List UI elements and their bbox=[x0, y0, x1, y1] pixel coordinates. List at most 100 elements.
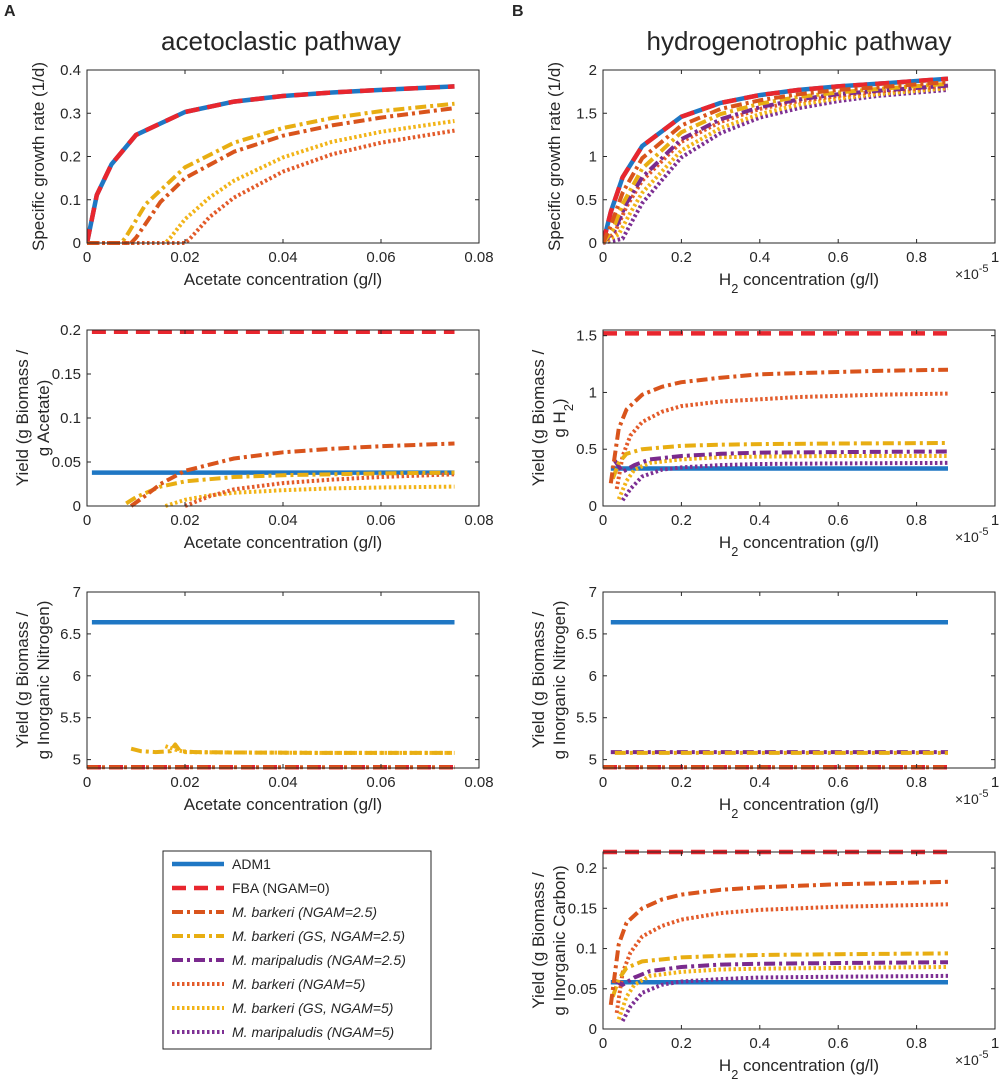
axes-box bbox=[602, 851, 996, 1030]
x-axis-label: H2 concentration (g/l) bbox=[719, 270, 879, 296]
x-exponent-label: ×10-5 bbox=[955, 263, 989, 282]
x-tick-label: 0 bbox=[83, 512, 91, 529]
x-tick-label: 1 bbox=[991, 512, 999, 529]
series-line-gs25 bbox=[603, 81, 949, 245]
series-group bbox=[87, 619, 455, 770]
charts: 0 0.02 0.04 0.06 0.08 0 0.1 0.2 0.3 0.4 Acetate co… bbox=[13, 62, 999, 1082]
x-axis-label: Acetate concentration (g/l) bbox=[184, 795, 382, 814]
y-tick-label: 1 bbox=[589, 384, 597, 401]
x-tick-label: 0.8 bbox=[906, 249, 927, 266]
x-tick-label: 0.08 bbox=[464, 512, 493, 529]
x-tick-label: 0.8 bbox=[906, 1035, 927, 1052]
y-tick-label: 5.5 bbox=[60, 710, 81, 727]
y-axis-label: Yield (g Biomass / bbox=[529, 872, 548, 1009]
y-tick-label: 0 bbox=[589, 1021, 597, 1038]
x-axis-label: Acetate concentration (g/l) bbox=[184, 270, 382, 289]
series-line-mb25 bbox=[608, 879, 949, 1006]
x-tick-label: 1 bbox=[991, 1035, 999, 1052]
y-tick-label: 2 bbox=[589, 62, 597, 79]
y-tick-label: 6 bbox=[589, 668, 597, 685]
series-line-mm25 bbox=[613, 960, 949, 987]
series-line-mb5 bbox=[87, 128, 455, 245]
x-tick-label: 0.8 bbox=[906, 774, 927, 791]
y-tick-label: 7 bbox=[589, 584, 597, 601]
series-line-mm5 bbox=[603, 87, 949, 245]
series-group bbox=[603, 619, 948, 770]
legend-label-adm1: ADM1 bbox=[232, 856, 271, 872]
y-tick-label: 0.15 bbox=[52, 366, 81, 383]
series-group bbox=[603, 331, 949, 502]
series-group bbox=[603, 76, 949, 245]
y-tick-label: 5 bbox=[589, 752, 597, 769]
series-line-adm1 bbox=[603, 76, 949, 244]
x-tick-label: 0.02 bbox=[170, 774, 199, 791]
y-tick-label: 7 bbox=[73, 584, 81, 601]
x-tick-label: 0.08 bbox=[464, 774, 493, 791]
x-exponent-label: ×10-5 bbox=[955, 1049, 989, 1068]
y-tick-label: 0 bbox=[589, 235, 597, 252]
chart-a1: 0 0.02 0.04 0.06 0.08 0 0.1 0.2 0.3 0.4 Acetate co… bbox=[29, 62, 494, 289]
series-line-mb25 bbox=[87, 106, 455, 245]
y-axis-label: Yield (g Biomass / bbox=[13, 350, 32, 487]
x-tick-label: 0.02 bbox=[170, 249, 199, 266]
series-line-fba bbox=[87, 84, 455, 244]
y-tick-label: 0.2 bbox=[60, 322, 81, 339]
x-tick-label: 0.6 bbox=[828, 512, 849, 529]
x-tick-label: 0.4 bbox=[749, 512, 770, 529]
y-axis-label: g Inorganic Nitrogen) bbox=[34, 601, 53, 760]
axes-box bbox=[602, 591, 996, 769]
series-line-mb5 bbox=[614, 391, 949, 490]
legend-label-fba: FBA (NGAM=0) bbox=[232, 880, 330, 896]
x-tick-label: 0.04 bbox=[268, 774, 297, 791]
panel-label-a: A bbox=[4, 3, 16, 20]
x-tick-label: 0.4 bbox=[749, 1035, 770, 1052]
x-tick-label: 1 bbox=[991, 249, 999, 266]
y-axis-label: g H2) bbox=[550, 398, 576, 437]
y-tick-label: 0.1 bbox=[60, 410, 81, 427]
series-line-gs25 bbox=[125, 470, 455, 506]
title-hydrogenotrophic: hydrogenotrophic pathway bbox=[647, 26, 952, 56]
panel-label-b: B bbox=[512, 3, 524, 20]
y-axis-label: g Acetate) bbox=[34, 380, 53, 457]
x-tick-label: 0.2 bbox=[671, 1035, 692, 1052]
y-axis-label: Specific growth rate (1/d) bbox=[29, 62, 48, 251]
series-line-gs5 bbox=[616, 454, 948, 500]
x-tick-label: 0 bbox=[599, 249, 607, 266]
series-line-gs25 bbox=[87, 101, 455, 245]
y-tick-label: 5.5 bbox=[576, 710, 597, 727]
series-line-gs25 bbox=[130, 742, 455, 755]
y-tick-label: 1 bbox=[589, 149, 597, 166]
x-axis-label: H2 concentration (g/l) bbox=[719, 1056, 879, 1082]
legend-label-mm25: M. maripaludis (NGAM=2.5) bbox=[232, 952, 406, 968]
axes-box bbox=[86, 591, 480, 769]
x-tick-label: 0 bbox=[599, 774, 607, 791]
y-tick-label: 0.4 bbox=[60, 62, 81, 79]
series-line-mb25 bbox=[608, 367, 949, 484]
x-tick-label: 0 bbox=[83, 774, 91, 791]
y-tick-label: 0.5 bbox=[576, 441, 597, 458]
y-tick-label: 6.5 bbox=[576, 626, 597, 643]
series-line-gs25 bbox=[610, 441, 949, 480]
y-axis-label: Yield (g Biomass / bbox=[13, 612, 32, 749]
series-group bbox=[87, 84, 455, 245]
y-tick-label: 0.1 bbox=[60, 192, 81, 209]
chart-b3: 0 0.2 0.4 0.6 0.8 1 5 5.5 6 6.5 7 ×10-5 H2 concentra… bbox=[529, 584, 999, 821]
y-axis-label: Yield (g Biomass / bbox=[529, 350, 548, 487]
series-line-mm25 bbox=[613, 449, 949, 474]
series-line-gs25 bbox=[610, 951, 949, 998]
y-axis-label: g Inorganic Carbon) bbox=[550, 865, 569, 1015]
x-tick-label: 0.2 bbox=[671, 774, 692, 791]
legend-label-mb5: M. barkeri (NGAM=5) bbox=[232, 976, 365, 992]
y-tick-label: 0.1 bbox=[576, 941, 597, 958]
series-group bbox=[91, 329, 455, 508]
y-tick-label: 0.15 bbox=[568, 900, 597, 917]
x-tick-label: 0.2 bbox=[671, 512, 692, 529]
legend-label-mb25: M. barkeri (NGAM=2.5) bbox=[232, 904, 377, 920]
x-tick-label: 0.04 bbox=[268, 512, 297, 529]
y-tick-label: 6 bbox=[73, 668, 81, 685]
x-tick-label: 1 bbox=[991, 774, 999, 791]
legend-label-gs25: M. barkeri (GS, NGAM=2.5) bbox=[232, 928, 405, 944]
series-line-fba bbox=[603, 76, 949, 244]
chart-a3: 0 0.02 0.04 0.06 0.08 5 5.5 6 6.5 7 Acetate concen… bbox=[13, 584, 494, 814]
y-tick-label: 0.05 bbox=[52, 454, 81, 471]
